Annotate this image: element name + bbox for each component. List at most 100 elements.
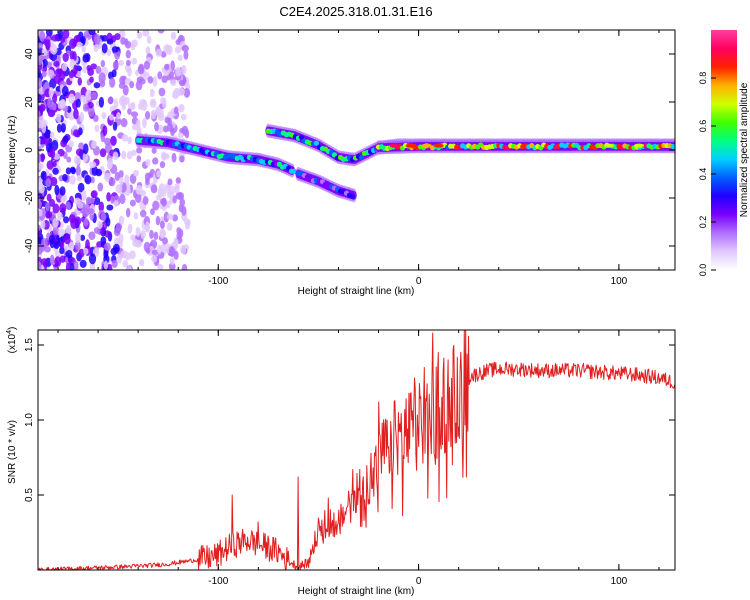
spectrogram-noise-cell — [123, 96, 130, 105]
spectrogram-noise-cell — [129, 250, 136, 260]
spectrogram-noise-cell — [91, 140, 97, 149]
spectrogram-noise-cell — [101, 112, 107, 120]
spectrogram-noise-cell — [157, 71, 163, 80]
spectrogram-noise-cell — [180, 113, 187, 121]
snr-scale-suffix: ) — [7, 327, 18, 330]
spectrogram-noise-cell — [177, 192, 185, 201]
spectrogram-noise-cell — [152, 157, 159, 165]
spectrogram-noise-cell — [169, 257, 175, 266]
spectrogram-noise-cell — [159, 229, 166, 239]
spectrogram-noise-cell — [127, 107, 132, 115]
spectrogram-noise-cell — [179, 155, 185, 163]
spectrogram-noise-cell — [54, 250, 61, 258]
spectrogram-noise-cell — [127, 66, 132, 77]
spectrogram-noise-cell — [178, 103, 185, 113]
spectrogram-noise-cell — [82, 65, 87, 74]
spectrogram-ridge-cell — [358, 154, 365, 160]
spectrogram-noise-cell — [142, 117, 147, 129]
spectrogram-noise-cell — [151, 147, 157, 154]
spectrogram-noise-cell — [46, 61, 52, 69]
spectrogram-noise-cell — [51, 34, 59, 42]
spectrogram-noise-cell — [169, 79, 177, 87]
snr-x-tick-label: -100 — [208, 576, 228, 587]
spectrogram-ridge-cell — [670, 143, 675, 150]
spectrogram-noise-cell — [115, 222, 123, 231]
spectrogram-noise-cell — [127, 136, 133, 145]
spectrogram-noise-cell — [98, 201, 105, 212]
spectrogram-noise-cell — [138, 63, 144, 72]
spectrogram-noise-cell — [65, 224, 72, 236]
spectrogram-noise-cell — [162, 237, 168, 245]
spectrogram-noise-cell — [136, 31, 143, 39]
spectrogram-noise-cell — [58, 228, 66, 237]
spectrogram-noise-cell — [125, 207, 131, 218]
spectrogram-noise-cell — [157, 263, 164, 270]
spectrogram-noise-cell — [152, 200, 160, 211]
spectrogram-x-tick-label: -100 — [208, 276, 228, 287]
colorbar-label: Normalized spectral amplitude — [739, 82, 750, 217]
spectrogram-noise-cell — [108, 114, 114, 121]
colorbar-tick-label: 0.6 — [698, 120, 708, 133]
spectrogram-y-tick-label: 0 — [24, 147, 35, 153]
spectrogram-noise-cell — [140, 229, 146, 239]
spectrogram-noise-cell — [159, 220, 165, 229]
spectrogram-ridge-cell — [313, 140, 320, 146]
spectrogram-noise-cell — [147, 76, 154, 84]
spectrogram-noise-cell — [59, 70, 66, 81]
spectrogram-noise-cell — [103, 260, 109, 270]
spectrogram-noise-cell — [89, 76, 94, 83]
spectrogram-hotspot — [633, 143, 644, 148]
spectrogram-noise-cell — [153, 231, 159, 241]
spectrogram-noise-cell — [178, 79, 186, 87]
spectrogram-noise-cell — [163, 211, 170, 223]
spectrogram-noise-cell — [174, 185, 180, 195]
spectrogram-noise-cell — [89, 161, 97, 169]
spectrogram-noise-cell — [130, 111, 139, 118]
spectrogram-noise-cell — [118, 233, 124, 244]
spectrogram-noise-cell — [145, 221, 150, 232]
spectrogram-noise-cell — [82, 54, 90, 63]
spectrogram-noise-cell — [52, 225, 59, 236]
spectrogram-dc-line — [375, 139, 675, 155]
spectrogram-noise-cell — [145, 110, 151, 120]
spectrogram-noise-cell — [45, 211, 51, 219]
snr-x-axis-label: Height of straight line (km) — [298, 586, 415, 597]
spectrogram-noise-cell — [101, 43, 108, 54]
spectrogram-noise-cell — [93, 226, 101, 234]
spectrogram-noise-cell — [45, 202, 50, 212]
spectrogram-hotspot — [603, 143, 614, 148]
spectrogram-noise-cell — [90, 91, 98, 100]
spectrogram-noise-cell — [127, 103, 135, 110]
spectrogram-noise-cell — [38, 110, 41, 118]
spectrogram-noise-cell — [65, 262, 71, 270]
spectrogram-noise-cell — [79, 111, 85, 123]
spectrogram-noise-cell — [106, 204, 114, 211]
spectrogram-noise-cell — [70, 167, 76, 175]
spectrogram-noise-cell — [75, 240, 81, 251]
spectrogram-noise-cell — [63, 234, 71, 245]
spectrogram-noise-cell — [48, 86, 54, 98]
spectrogram-noise-cell — [38, 55, 43, 66]
spectrogram-noise-cell — [95, 65, 102, 74]
spectrogram-noise-cell — [164, 63, 170, 71]
spectrogram-noise-cell — [38, 162, 44, 170]
spectrogram-noise-cell — [93, 44, 99, 52]
spectrogram-noise-cell — [52, 167, 59, 175]
svg-text:(x104): (x104) — [6, 327, 18, 354]
spectrogram-noise-cell — [159, 161, 166, 169]
spectrogram-lower-branch — [295, 167, 357, 203]
spectrogram-noise-cell — [134, 192, 142, 204]
spectrogram-noise-cell — [83, 217, 89, 227]
spectrogram-y-tick-label: -40 — [24, 238, 35, 253]
spectrogram-noise-cell — [82, 152, 89, 163]
spectrogram-noise-cell — [146, 35, 152, 44]
spectrogram-noise-cell — [78, 248, 85, 258]
spectrogram-noise-cell — [155, 106, 161, 116]
spectrogram-noise-cell — [98, 96, 105, 108]
spectrogram-noise-cell — [167, 178, 173, 186]
spectrogram-noise-cell — [60, 123, 66, 133]
spectrogram-noise-cell — [73, 64, 78, 76]
snr-y-axis-label: SNR (10 * v/v) — [7, 420, 18, 484]
spectrogram-noise-cell — [158, 87, 166, 97]
spectrogram-noise-cell — [60, 98, 66, 109]
